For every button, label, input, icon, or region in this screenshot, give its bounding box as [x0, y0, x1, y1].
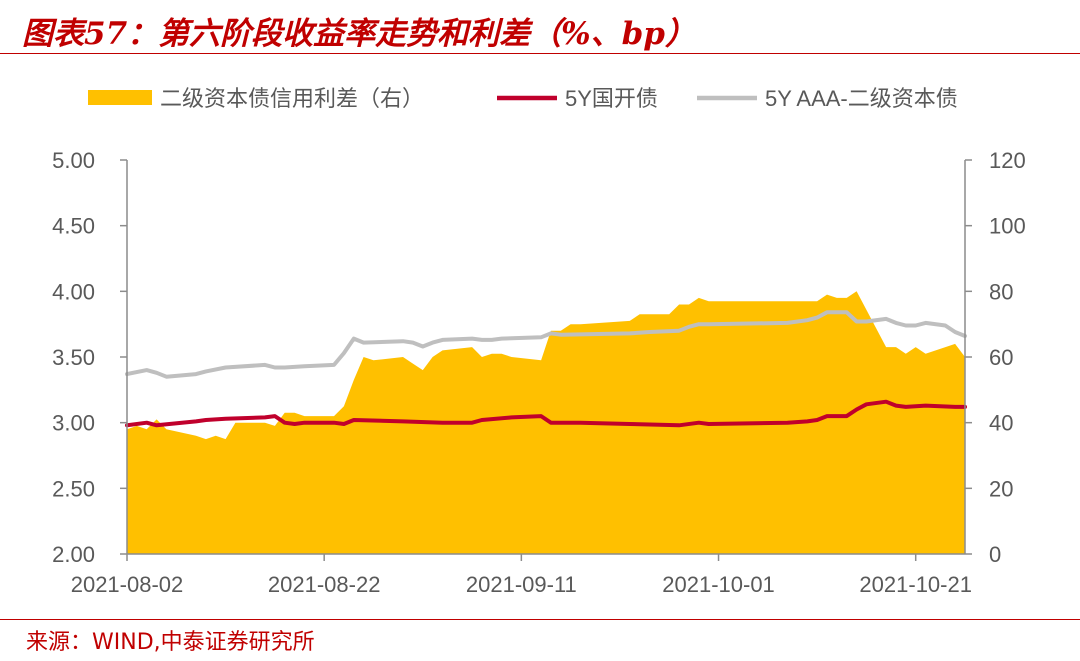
y-right-tick-label: 0	[989, 542, 1001, 567]
x-tick-label: 2021-10-21	[859, 572, 972, 597]
series-area-spread	[127, 291, 965, 554]
y-left-tick-label: 5.00	[52, 148, 95, 173]
y-left-tick-label: 3.50	[52, 345, 95, 370]
legend-label-spread: 二级资本债信用利差（右）	[160, 86, 424, 111]
x-tick-label: 2021-08-22	[268, 572, 381, 597]
x-tick-label: 2021-09-11	[466, 572, 577, 597]
legend-label-aaa: 5Y AAA-二级资本债	[765, 86, 958, 111]
series-line-cdb-5y	[125, 399, 967, 428]
legend-label-cdb: 5Y国开债	[565, 86, 658, 111]
chart-legend: 二级资本债信用利差（右） 5Y国开债 5Y AAA-二级资本债	[88, 86, 958, 111]
y-right-tick-label: 100	[989, 214, 1026, 239]
series-line-aaa-5y	[125, 310, 967, 379]
y-right-tick-label: 60	[989, 345, 1013, 370]
footer-rule	[0, 619, 1080, 620]
y-left-tick-label: 4.50	[52, 214, 95, 239]
y-right-tick-label: 120	[989, 148, 1026, 173]
source-note: 来源：WIND,中泰证券研究所	[26, 630, 315, 655]
y-right-tick-label: 80	[989, 279, 1013, 304]
x-tick-label: 2021-08-02	[71, 572, 184, 597]
y-left-tick-label: 2.50	[52, 476, 95, 501]
y-left-tick-label: 2.00	[52, 542, 95, 567]
y-right-tick-label: 20	[989, 476, 1013, 501]
y-left-tick-label: 3.00	[52, 411, 95, 436]
legend-swatch-spread	[88, 90, 152, 105]
y-left-tick-label: 4.00	[52, 279, 95, 304]
series-layer	[125, 291, 967, 554]
y-right-tick-label: 40	[989, 411, 1013, 436]
x-tick-label: 2021-10-01	[662, 572, 775, 597]
axes-layer: 5.00 4.50 4.00 3.50 3.00 2.50 2.00 120 100 80 60 40…	[52, 148, 1026, 597]
chart-area: 二级资本债信用利差（右） 5Y国开债 5Y AAA-二级资本债 5.00 4.50 4.…	[52, 86, 1026, 597]
chart-title: 图表57：第六阶段收益率走势和利差（%、bp）	[22, 16, 696, 52]
title-rule	[0, 53, 1080, 54]
